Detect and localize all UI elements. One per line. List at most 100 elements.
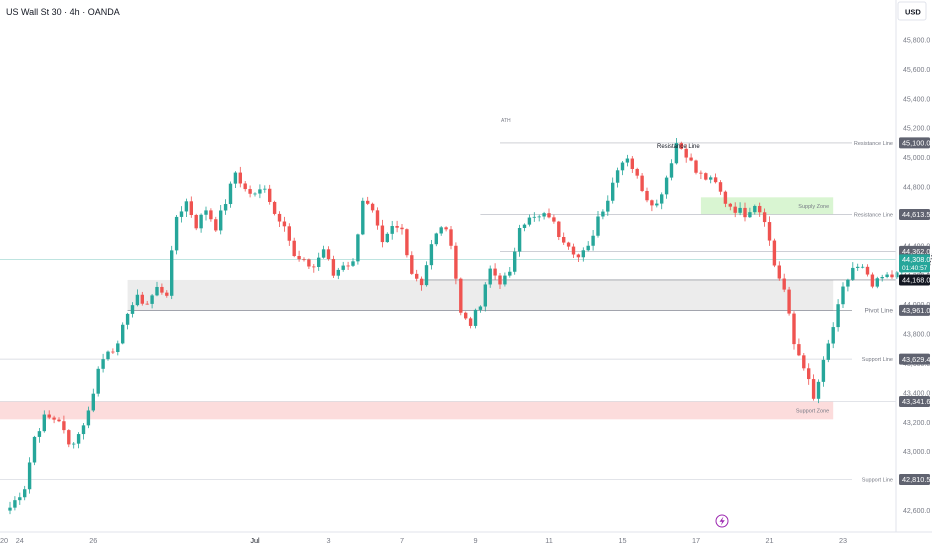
- candle: [630, 156, 634, 173]
- candle: [150, 294, 154, 309]
- candle: [473, 308, 478, 329]
- candle: [767, 216, 772, 246]
- price-tick-label: 43,400.0: [903, 390, 930, 397]
- candle: [415, 269, 419, 282]
- candle-body: [268, 188, 272, 202]
- candle-body: [650, 200, 654, 206]
- candle-body: [870, 274, 875, 287]
- price-tag-support-mid: 43,629.4: [899, 353, 930, 365]
- candle-body: [321, 249, 326, 258]
- candle-body: [86, 410, 91, 426]
- price-tag-resistance-mid: 44,613.5: [899, 208, 930, 220]
- candle: [375, 207, 380, 230]
- candle-body: [836, 304, 840, 328]
- candle: [552, 214, 556, 224]
- candle-body: [258, 189, 262, 194]
- candle-body: [743, 207, 747, 218]
- candle-body: [263, 188, 267, 190]
- candle: [238, 166, 242, 188]
- candle: [875, 276, 879, 289]
- candle: [209, 208, 213, 222]
- candle-body: [336, 269, 340, 276]
- time-tick-label: 24: [16, 536, 24, 545]
- candle-body: [493, 268, 497, 276]
- candle-body: [282, 221, 287, 227]
- candle: [189, 196, 193, 218]
- candle: [140, 291, 144, 306]
- time-tick-label: 15: [618, 536, 626, 545]
- candle: [111, 348, 115, 355]
- candle-body: [694, 160, 698, 173]
- candle: [733, 202, 737, 218]
- countdown-text: 01:40:57: [902, 265, 928, 272]
- candle-body: [23, 489, 27, 498]
- candle: [772, 238, 777, 268]
- resistance-note-label: Resistance Line: [657, 144, 700, 150]
- candle-body: [851, 267, 855, 280]
- candles[interactable]: [8, 138, 904, 515]
- candle-body: [223, 204, 228, 211]
- candle: [317, 252, 321, 271]
- candle: [155, 281, 159, 297]
- candle: [650, 199, 654, 212]
- candle: [23, 485, 27, 501]
- candle: [449, 226, 453, 250]
- time-axis[interactable]: 20 24 26 Jul 3 7 9 11 15 17 21 23: [0, 531, 932, 545]
- chart-title: US Wall St 30 · 4h · OANDA: [6, 7, 120, 17]
- flash-icon[interactable]: [715, 514, 729, 528]
- candle: [880, 274, 884, 282]
- candle: [620, 160, 625, 176]
- candle: [341, 261, 345, 272]
- candle-body: [429, 244, 434, 266]
- candle-body: [449, 229, 453, 246]
- candle: [777, 261, 781, 281]
- candle: [821, 356, 826, 387]
- candle-body: [356, 234, 360, 262]
- candle: [753, 204, 757, 215]
- candle: [454, 242, 458, 285]
- candle: [669, 159, 674, 181]
- candle-body: [787, 289, 791, 314]
- candle: [674, 138, 679, 165]
- candle-body: [214, 219, 218, 231]
- candle-body: [47, 414, 51, 418]
- candle-body: [664, 177, 669, 195]
- candle: [635, 167, 639, 179]
- candle-body: [272, 201, 277, 214]
- candle: [253, 192, 257, 197]
- candle-body: [150, 295, 154, 304]
- candle-body: [596, 216, 600, 236]
- candle: [86, 406, 91, 429]
- candle: [743, 202, 747, 222]
- candle-body: [508, 271, 512, 276]
- candle-body: [253, 193, 257, 195]
- price-tag-bg: [899, 208, 930, 220]
- candle-body: [130, 305, 135, 314]
- candle-body: [811, 379, 816, 399]
- candle-body: [704, 173, 708, 180]
- candle: [419, 276, 424, 291]
- candle: [797, 338, 801, 357]
- candle-body: [199, 214, 203, 229]
- support-zone: [0, 401, 834, 420]
- resistance-line-top-label: Resistance Line: [854, 141, 893, 147]
- candle: [625, 154, 630, 167]
- candle-body: [32, 436, 37, 463]
- candle-body: [821, 359, 826, 382]
- price-tick-label: 45,800.0: [903, 38, 930, 45]
- candle-body: [782, 278, 786, 290]
- candle: [326, 246, 331, 261]
- candle: [424, 261, 429, 287]
- candle-body: [645, 190, 649, 201]
- currency-box[interactable]: [897, 1, 927, 21]
- candle: [106, 350, 110, 361]
- candle-body: [611, 182, 615, 201]
- candle-body: [581, 250, 585, 258]
- candle: [76, 432, 81, 449]
- candle-body: [532, 216, 536, 218]
- price-axis[interactable]: USD 42,600.042,800.043,000.043,200.043,4…: [895, 0, 930, 532]
- price-tick-label: 45,600.0: [903, 67, 930, 74]
- candle: [846, 278, 850, 292]
- support-line-mid-label: Support Line: [862, 357, 893, 363]
